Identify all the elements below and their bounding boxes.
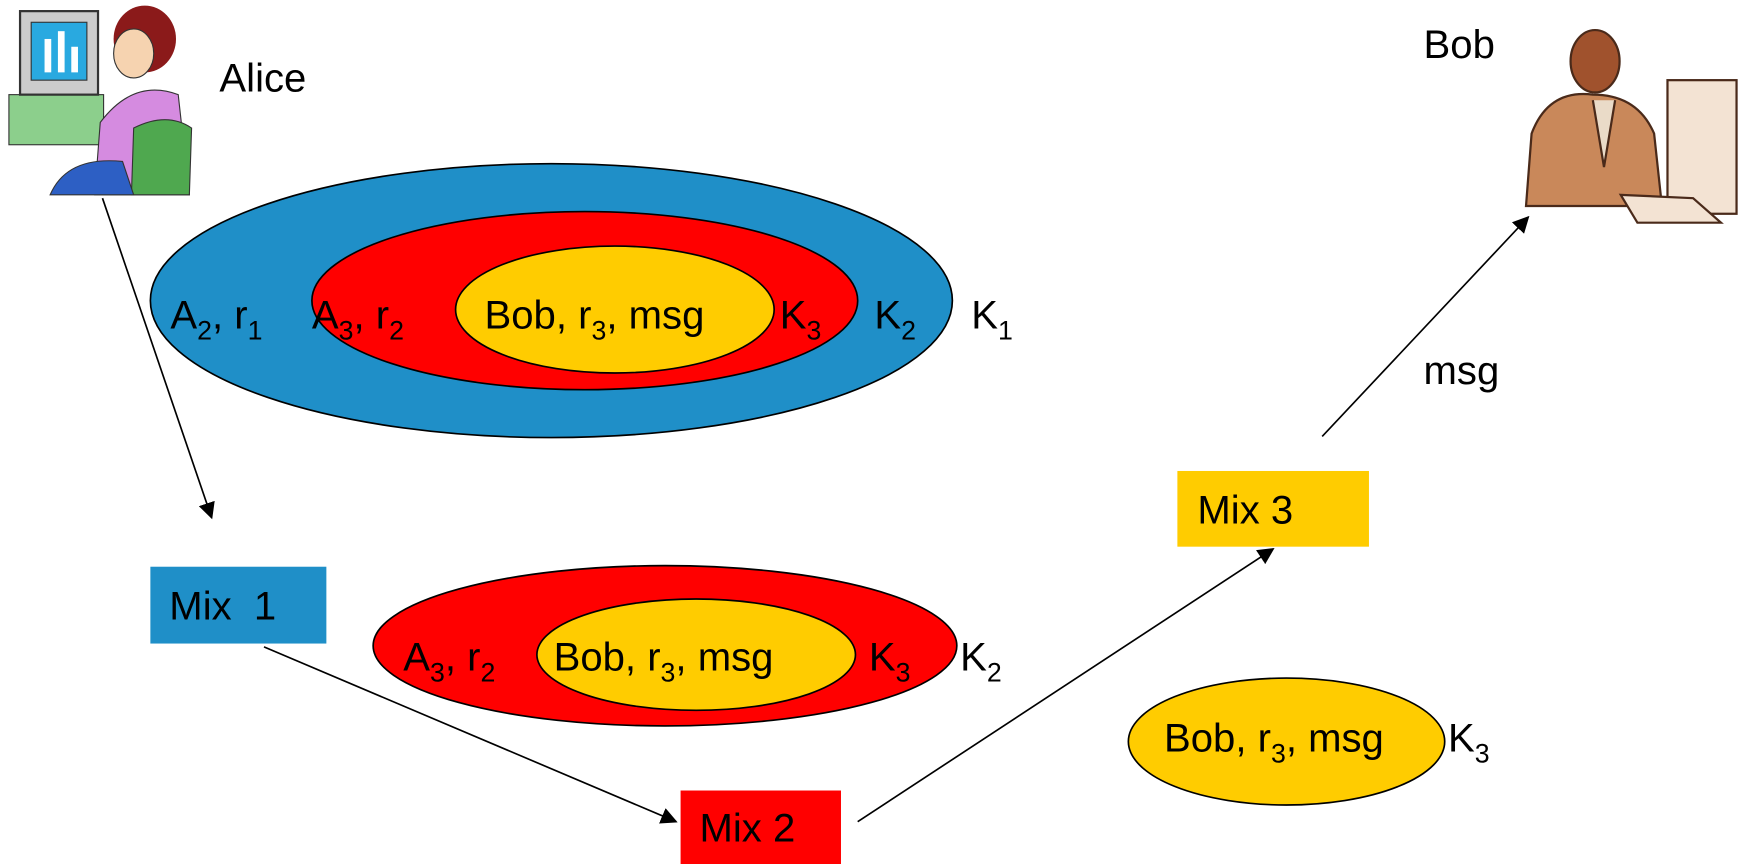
mix-label: Mix 3 — [1197, 488, 1293, 532]
subscript: 3 — [806, 316, 821, 346]
edge-label: msg — [1424, 349, 1500, 393]
subscript: 2 — [197, 316, 212, 346]
text-part: , r — [445, 635, 481, 679]
subscript: 1 — [998, 316, 1013, 346]
text-part: K — [874, 293, 901, 337]
text-part: , r — [354, 293, 390, 337]
text-part: A — [312, 293, 339, 337]
text-part: , msg — [1286, 717, 1384, 761]
subscript: 3 — [1475, 739, 1490, 769]
alice-icon — [9, 6, 192, 195]
text-part: Bob, r — [554, 635, 661, 679]
subscript: 2 — [480, 657, 495, 687]
arrow — [1322, 217, 1528, 436]
layer-key: K1 — [971, 293, 1013, 345]
layer-key: K2 — [960, 635, 1002, 687]
subscript: 3 — [896, 657, 911, 687]
text-part: K — [780, 293, 807, 337]
diagram: A2, r1K1A3, r2K2Bob, r3, msgK3A3, r2K2Bo… — [0, 0, 1741, 864]
text-part: K — [869, 635, 896, 679]
text-part: K — [971, 293, 998, 337]
subscript: 3 — [1271, 739, 1286, 769]
text-part: K — [1448, 717, 1475, 761]
subscript: 2 — [987, 657, 1002, 687]
subscript: 1 — [248, 316, 263, 346]
subscript: 3 — [430, 657, 445, 687]
text-part: Bob, r — [1164, 717, 1271, 761]
actor-label: Alice — [219, 56, 306, 100]
layer-key: K3 — [1448, 717, 1490, 769]
mix-label: Mix 1 — [169, 585, 276, 629]
subscript: 3 — [592, 316, 607, 346]
text-part: A — [403, 635, 430, 679]
subscript: 2 — [389, 316, 404, 346]
text-part: , r — [212, 293, 248, 337]
actor-label: Bob — [1424, 23, 1495, 67]
subscript: 3 — [339, 316, 354, 346]
subscript: 2 — [901, 316, 916, 346]
text-part: , msg — [675, 635, 773, 679]
mix-label: Mix 2 — [700, 807, 796, 851]
bob-icon — [1526, 30, 1737, 223]
text-part: , msg — [606, 293, 704, 337]
text-part: Bob, r — [485, 293, 592, 337]
subscript: 3 — [661, 657, 676, 687]
text-part: A — [170, 293, 197, 337]
text-part: K — [960, 635, 987, 679]
